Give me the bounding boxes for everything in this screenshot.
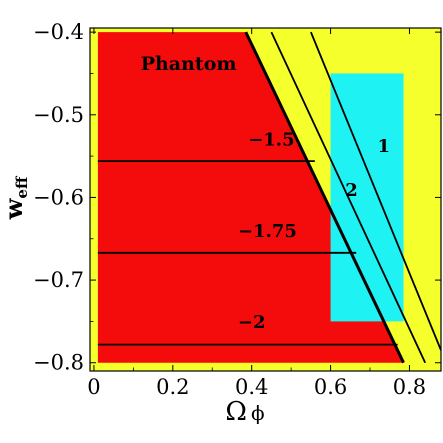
- y-axis-title: weff: [0, 175, 31, 220]
- x-tick-label: 0.8: [393, 375, 426, 399]
- annotation-3: −2: [238, 312, 266, 333]
- y-tick-label: −0.8: [33, 351, 84, 375]
- annotation-1: −1.5: [248, 129, 294, 150]
- plot-content: [97, 31, 441, 364]
- curve-line-2: [270, 31, 427, 364]
- annotation-2: −1.75: [238, 221, 297, 242]
- y-tick-label: −0.4: [33, 20, 84, 44]
- x-tick-label: 0: [87, 375, 100, 399]
- x-tick-label: 0.4: [235, 375, 268, 399]
- x-tick-label: 0.2: [156, 375, 189, 399]
- region-phantom: [97, 32, 404, 363]
- y-tick-label: −0.7: [33, 268, 84, 292]
- region-cyan: [330, 73, 404, 322]
- x-tick-label: 0.6: [314, 375, 347, 399]
- annotation-4: 1: [378, 136, 391, 157]
- curve-line-1: [310, 31, 441, 351]
- plot-frame: [89, 27, 442, 372]
- phantom-boundary-line: [244, 31, 405, 364]
- y-tick-label: −0.5: [33, 103, 84, 127]
- annotation-0: Phantom: [141, 53, 237, 75]
- y-tick-label: −0.6: [33, 185, 84, 209]
- annotation-5: 2: [345, 180, 358, 201]
